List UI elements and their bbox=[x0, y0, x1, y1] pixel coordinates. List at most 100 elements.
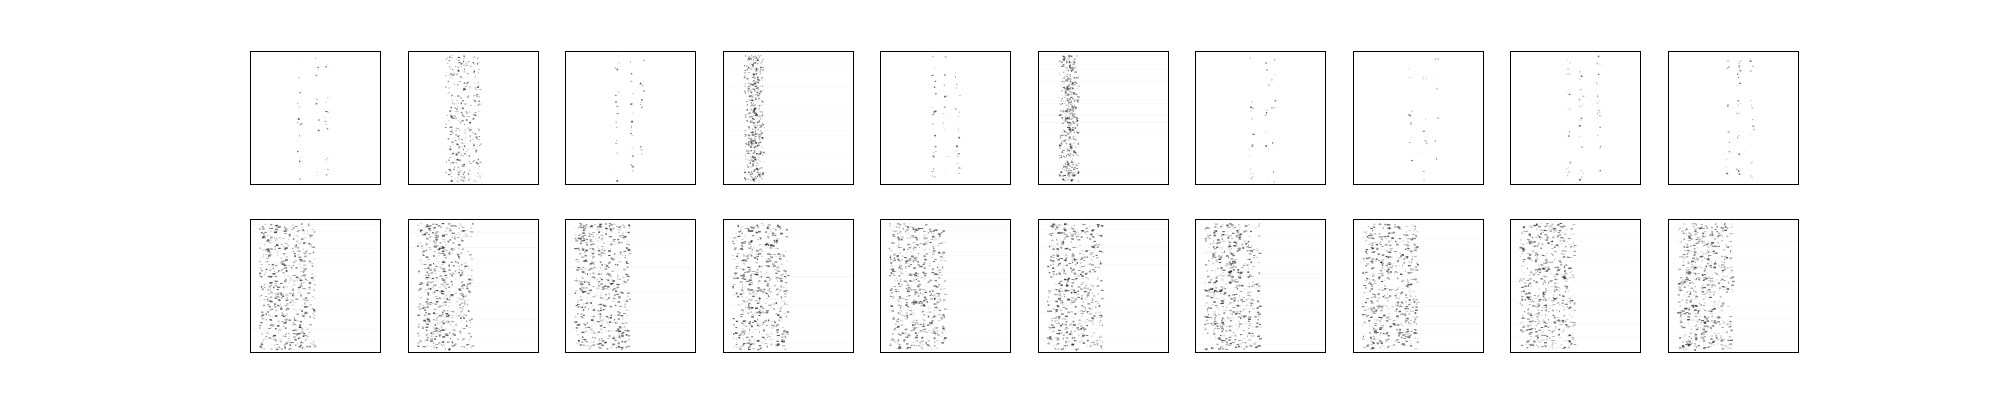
spectral-mark bbox=[475, 150, 477, 152]
spectral-mark bbox=[433, 284, 434, 286]
spectral-mark bbox=[454, 161, 456, 164]
spectral-mark bbox=[467, 344, 470, 345]
spectral-mark bbox=[281, 260, 284, 262]
spectral-mark bbox=[923, 255, 926, 257]
spectral-mark bbox=[758, 244, 760, 246]
spectral-mark bbox=[1066, 87, 1069, 90]
spectral-mark bbox=[762, 58, 764, 61]
spectral-mark bbox=[734, 247, 737, 249]
spectral-mark bbox=[751, 295, 755, 297]
spectral-mark bbox=[584, 326, 586, 329]
spectral-mark bbox=[891, 310, 894, 312]
spectral-mark bbox=[1070, 171, 1072, 173]
spectral-mark bbox=[934, 338, 935, 340]
spectral-mark bbox=[933, 261, 936, 262]
spectral-mark bbox=[751, 85, 753, 86]
spectral-mark bbox=[612, 270, 614, 272]
spectral-mark bbox=[626, 262, 628, 264]
spectral-mark bbox=[308, 336, 309, 338]
spectral-mark bbox=[272, 267, 274, 270]
spectral-mark bbox=[448, 60, 451, 62]
spectral-mark bbox=[457, 315, 459, 317]
spectral-mark bbox=[913, 231, 917, 233]
spectral-mark bbox=[429, 340, 432, 342]
spectral-mark bbox=[1436, 88, 1438, 90]
spectral-mark bbox=[904, 256, 907, 259]
spectral-mark bbox=[745, 336, 749, 338]
spectral-mark bbox=[297, 150, 299, 153]
spectral-mark bbox=[307, 225, 310, 227]
spectral-mark bbox=[420, 287, 423, 289]
spectral-mark bbox=[1070, 86, 1072, 88]
spectral-mark bbox=[1749, 174, 1752, 177]
spectral-mark bbox=[463, 87, 465, 90]
spectral-mark bbox=[264, 296, 268, 297]
spectral-mark bbox=[1069, 164, 1071, 167]
spectral-mark bbox=[893, 230, 895, 232]
spectral-mark bbox=[417, 296, 419, 298]
spectral-mark bbox=[786, 311, 790, 313]
spectral-mark bbox=[784, 329, 787, 332]
spectral-mark bbox=[455, 96, 457, 98]
spectral-mark bbox=[759, 119, 762, 120]
spectral-mark bbox=[605, 233, 607, 235]
spectral-mark bbox=[608, 335, 611, 337]
spectral-mark bbox=[742, 242, 746, 244]
spectral-mark bbox=[776, 241, 779, 243]
spectral-mark bbox=[740, 316, 743, 318]
spectral-mark bbox=[756, 290, 759, 292]
spectral-mark bbox=[584, 280, 587, 283]
spectral-mark bbox=[260, 343, 264, 346]
spectral-mark bbox=[456, 153, 458, 155]
spectral-mark bbox=[627, 296, 629, 297]
spectral-mark bbox=[754, 104, 756, 106]
spectral-mark bbox=[782, 273, 785, 275]
spectral-mark bbox=[640, 149, 643, 151]
spectral-mark bbox=[460, 281, 463, 283]
spectral-mark bbox=[1596, 82, 1597, 84]
spectral-mark bbox=[575, 259, 579, 261]
spectral-mark bbox=[1068, 163, 1070, 164]
spectral-mark bbox=[735, 338, 737, 340]
spectral-mark bbox=[618, 312, 621, 314]
spectral-mark bbox=[258, 228, 262, 230]
spectral-mark bbox=[753, 247, 755, 249]
spectral-mark bbox=[260, 311, 264, 313]
spectral-mark bbox=[740, 332, 742, 335]
spectral-mark bbox=[626, 280, 629, 281]
spectral-mark bbox=[284, 228, 288, 230]
spectral-mark bbox=[901, 238, 902, 241]
spectral-mark bbox=[617, 330, 618, 332]
spectral-mark bbox=[467, 284, 469, 286]
spectral-mark bbox=[294, 255, 297, 257]
spectral-mark bbox=[442, 314, 445, 317]
spectral-mark bbox=[749, 289, 752, 291]
spectral-mark bbox=[773, 240, 776, 242]
spectral-mark bbox=[757, 78, 760, 81]
spectral-mark bbox=[753, 169, 756, 171]
spectral-mark bbox=[467, 274, 470, 276]
spectral-mark bbox=[424, 268, 426, 270]
spectral-mark bbox=[1567, 106, 1569, 108]
spectral-mark bbox=[631, 135, 634, 136]
spectral-mark bbox=[427, 318, 430, 321]
spectral-mark bbox=[454, 292, 458, 294]
spectral-mark bbox=[755, 68, 758, 71]
spectral-mark bbox=[600, 297, 603, 299]
spectral-mark bbox=[305, 270, 307, 272]
spectral-mark bbox=[753, 90, 755, 92]
spectral-mark bbox=[453, 334, 456, 336]
spectral-mark bbox=[1060, 165, 1062, 167]
spectral-mark bbox=[276, 238, 278, 240]
spectral-mark bbox=[781, 339, 784, 340]
spectral-mark bbox=[588, 235, 591, 237]
spectral-mark bbox=[306, 306, 309, 307]
spectral-mark bbox=[1578, 135, 1580, 138]
spectral-mark bbox=[287, 244, 289, 246]
spectral-mark bbox=[910, 344, 913, 346]
spectral-mark bbox=[771, 256, 774, 259]
spectral-mark bbox=[893, 260, 895, 262]
spectral-mark bbox=[593, 337, 596, 339]
spectral-mark bbox=[276, 343, 279, 345]
spectral-mark bbox=[743, 300, 746, 303]
